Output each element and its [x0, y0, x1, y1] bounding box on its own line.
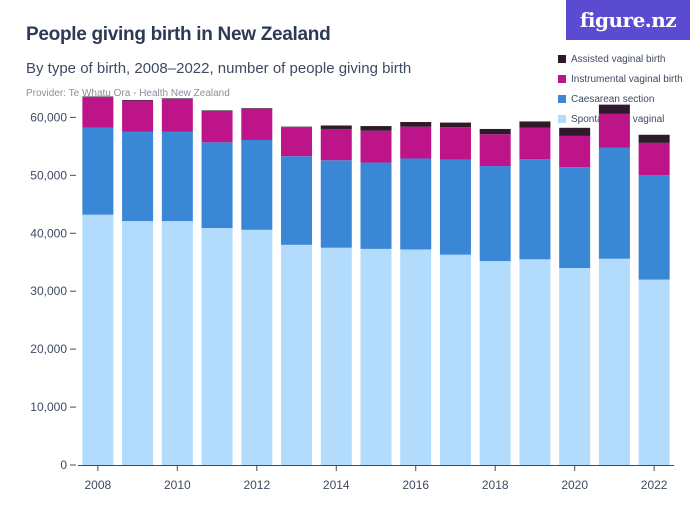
bar-caesarean: [241, 139, 273, 230]
bar-caesarean: [320, 160, 352, 248]
bar-spontaneous: [241, 229, 273, 465]
bar-instrumental: [241, 108, 273, 140]
bar-instrumental: [598, 113, 630, 148]
bar-assisted: [201, 110, 233, 112]
bar-instrumental: [360, 130, 392, 163]
legend-swatch-assisted: [558, 55, 566, 63]
bar-assisted: [519, 121, 551, 128]
bar-caesarean: [201, 142, 233, 229]
bar-instrumental: [320, 128, 352, 161]
x-tick-label: 2012: [243, 478, 270, 492]
bar-caesarean: [559, 167, 591, 269]
bar-instrumental: [559, 135, 591, 168]
x-tick-label: 2008: [85, 478, 112, 492]
bar-caesarean: [82, 127, 114, 215]
bar-caesarean: [598, 147, 630, 259]
legend-swatch-spontaneous: [558, 115, 566, 123]
x-tick-label: 2010: [164, 478, 191, 492]
bar-spontaneous: [161, 221, 193, 465]
y-tick-label: 0: [60, 458, 67, 472]
bar-assisted: [559, 127, 591, 136]
bar-assisted: [360, 126, 392, 131]
bar-assisted: [82, 96, 114, 98]
legend-label-caesarean: Caesarean section: [571, 93, 655, 105]
bar-caesarean: [638, 175, 670, 280]
bar-spontaneous: [559, 268, 591, 465]
bar-instrumental: [479, 134, 511, 167]
bar-assisted: [241, 108, 273, 109]
y-tick-label: 20,000: [30, 342, 67, 356]
bar-caesarean: [161, 131, 193, 222]
y-tick-label: 40,000: [30, 226, 67, 240]
bar-spontaneous: [400, 249, 432, 465]
bar-spontaneous: [638, 279, 670, 465]
bar-assisted: [598, 104, 630, 114]
chart-title: People giving birth in New Zealand: [26, 24, 331, 45]
bar-instrumental: [439, 127, 471, 160]
legend-item-assisted: Assisted vaginal birth: [558, 49, 683, 69]
y-tick-label: 30,000: [30, 284, 67, 298]
x-tick-label: 2022: [641, 478, 668, 492]
bar-assisted: [320, 125, 352, 129]
bar-instrumental: [122, 100, 154, 132]
chart-subtitle: By type of birth, 2008–2022, number of p…: [26, 60, 412, 77]
bar-instrumental: [161, 98, 193, 132]
legend-swatch-caesarean: [558, 95, 566, 103]
bar-caesarean: [519, 159, 551, 260]
bar-spontaneous: [281, 244, 313, 465]
legend-swatch-instrumental: [558, 75, 566, 83]
bar-instrumental: [519, 127, 551, 160]
bar-spontaneous: [519, 259, 551, 465]
bar-caesarean: [281, 156, 313, 245]
provider-note: Provider: Te Whatu Ora - Health New Zeal…: [26, 88, 230, 99]
bar-spontaneous: [82, 214, 114, 465]
legend-label-assisted: Assisted vaginal birth: [571, 53, 666, 65]
bar-instrumental: [201, 111, 233, 143]
x-tick-label: 2014: [323, 478, 350, 492]
x-tick-label: 2020: [561, 478, 588, 492]
bar-assisted: [161, 98, 193, 99]
brand-label: figure.nz: [579, 8, 677, 32]
bar-caesarean: [479, 166, 511, 262]
x-tick-label: 2018: [482, 478, 509, 492]
bar-assisted: [281, 126, 313, 128]
bar-spontaneous: [360, 248, 392, 465]
bar-instrumental: [82, 97, 114, 128]
bar-caesarean: [439, 159, 471, 255]
bar-spontaneous: [320, 247, 352, 465]
bar-assisted: [638, 134, 670, 143]
y-tick-label: 60,000: [30, 110, 67, 124]
y-tick-label: 10,000: [30, 400, 67, 414]
bar-assisted: [439, 122, 471, 128]
bar-spontaneous: [122, 221, 154, 465]
figure-nz-logo[interactable]: figure.nz: [566, 0, 690, 40]
bar-assisted: [122, 100, 154, 101]
bar-instrumental: [400, 126, 432, 159]
bar-assisted: [400, 122, 432, 127]
bar-caesarean: [360, 162, 392, 249]
bar-caesarean: [122, 131, 154, 222]
x-tick-label: 2016: [402, 478, 429, 492]
bar-spontaneous: [439, 254, 471, 465]
legend-item-caesarean: Caesarean section: [558, 89, 683, 109]
bar-assisted: [479, 128, 511, 135]
bar-caesarean: [400, 158, 432, 250]
bar-spontaneous: [201, 228, 233, 465]
bar-instrumental: [281, 127, 313, 157]
legend-label-instrumental: Instrumental vaginal birth: [571, 73, 683, 85]
y-tick-label: 50,000: [30, 168, 67, 182]
bar-spontaneous: [479, 261, 511, 465]
legend-item-instrumental: Instrumental vaginal birth: [558, 69, 683, 89]
bar-instrumental: [638, 142, 670, 176]
bar-spontaneous: [598, 258, 630, 465]
